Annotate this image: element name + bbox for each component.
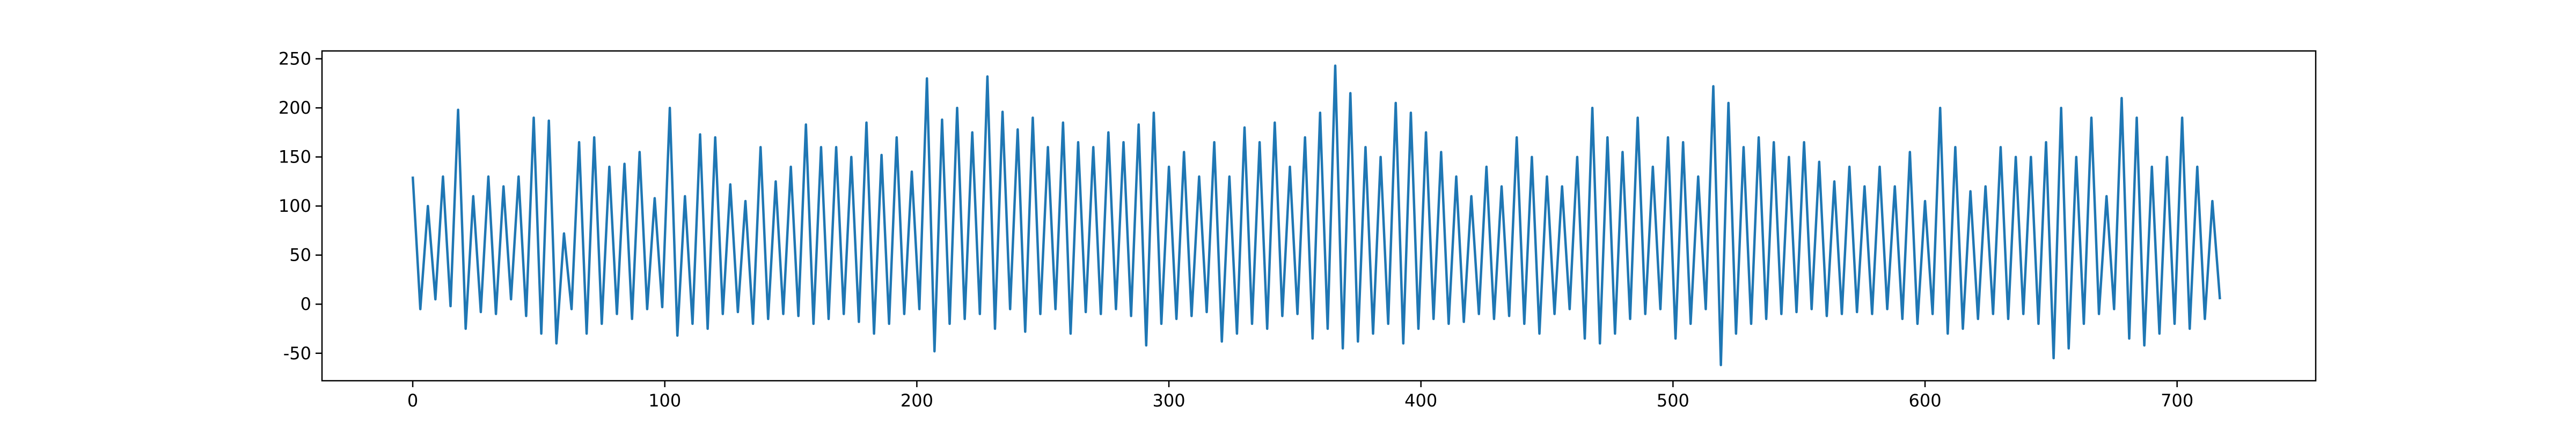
x-tick-label: 100 — [648, 390, 681, 411]
y-tick-label: 250 — [279, 49, 311, 69]
x-tick-label: 500 — [1657, 390, 1689, 411]
y-tick-label: 200 — [279, 98, 311, 118]
y-tick-label: 0 — [301, 294, 311, 314]
y-tick-label: 150 — [279, 147, 311, 167]
axes-frame — [321, 50, 2317, 382]
x-tick-label: 300 — [1153, 390, 1185, 411]
x-tick-label: 700 — [2161, 390, 2193, 411]
y-tick-label: 50 — [289, 245, 311, 265]
x-tick-label: 200 — [901, 390, 933, 411]
x-tick-label: 600 — [1908, 390, 1941, 411]
x-tick-label: 400 — [1404, 390, 1437, 411]
x-tick-label: 0 — [407, 390, 418, 411]
y-tick-label: 100 — [279, 196, 311, 216]
y-tick-label: -50 — [283, 343, 311, 364]
data-line — [411, 64, 2221, 366]
